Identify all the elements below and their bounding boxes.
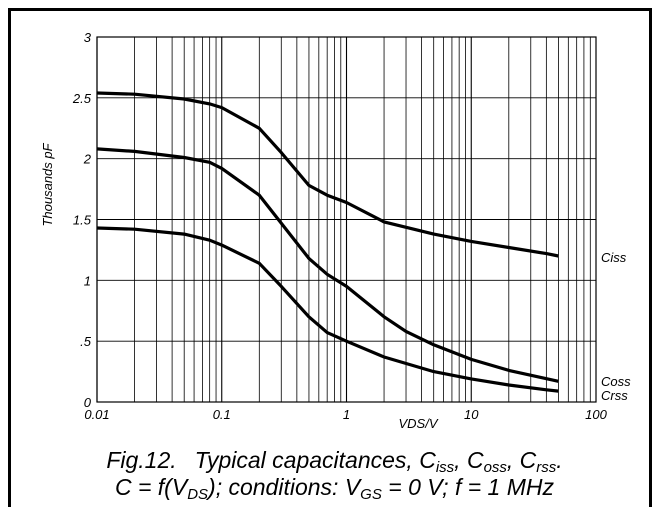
caption-text: . <box>556 447 563 473</box>
y-tick-label: 2.5 <box>72 91 92 106</box>
caption-text: , C <box>454 447 484 473</box>
x-tick-label: 1 <box>343 407 350 422</box>
caption-sub: oss <box>483 459 507 476</box>
caption-sub: iss <box>435 459 455 476</box>
caption-text: = 0 V; f = 1 MHz <box>381 474 555 500</box>
series-line-ciss <box>96 91 559 258</box>
y-tick-label: 2 <box>83 152 92 167</box>
caption-line-1: Fig.12. Typical capacitances, Ciss, Coss,… <box>0 447 669 481</box>
caption-sub: GS <box>360 486 382 503</box>
caption-text: Typical capacitances, C <box>194 447 436 473</box>
x-axis-label: VDS/V <box>398 416 438 431</box>
caption-line-2: C = f(VDS); conditions: VGS = 0 V; f = 1… <box>0 474 669 508</box>
y-tick-label: 1 <box>84 273 91 288</box>
x-tick-label: 100 <box>585 407 607 422</box>
caption-sub: DS <box>187 486 209 503</box>
y-tick-label: 3 <box>84 30 92 45</box>
series-label-ciss: Ciss <box>601 250 627 265</box>
y-tick-label: 1.5 <box>73 213 92 228</box>
y-tick-label: .5 <box>80 334 92 349</box>
x-tick-label: 0.1 <box>213 407 231 422</box>
caption-sub: rss <box>536 459 557 476</box>
x-tick-label: 0.01 <box>84 407 109 422</box>
series-line-crss <box>96 226 559 393</box>
figure-number: Fig.12. <box>106 447 177 473</box>
series-label-coss: Coss <box>601 374 631 389</box>
series-layer <box>96 91 559 393</box>
x-tick-label: 10 <box>464 407 479 422</box>
y-axis-label: Thousands pF <box>40 142 55 226</box>
caption-text: , C <box>506 447 537 473</box>
series-label-crss: Crss <box>601 388 628 403</box>
caption-text: ); conditions: V <box>208 474 361 500</box>
figure-frame <box>8 8 652 507</box>
caption-text: C = f(V <box>114 474 188 500</box>
y-tick-label: 0 <box>84 395 92 410</box>
plot-area-border <box>96 36 597 403</box>
series-line-coss <box>96 147 559 383</box>
grid <box>96 36 596 403</box>
tick-labels: 0 .5 1 1.5 2 2.5 3 0.01 0.1 1 10 100 <box>72 30 608 422</box>
